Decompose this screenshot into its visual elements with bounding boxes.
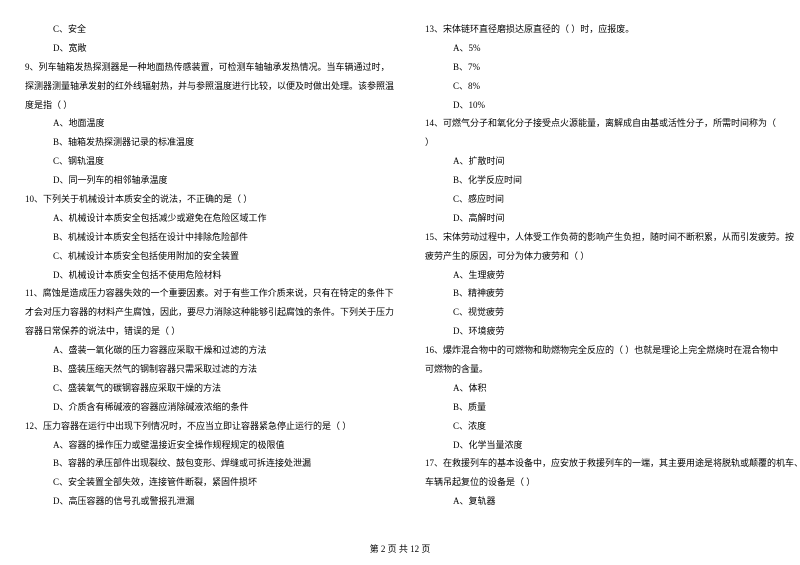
text-line: C、钢轨温度 xyxy=(25,152,375,171)
text-line: 9、列车轴箱发热探测器是一种地面热传感装置，可检测车轴轴承发热情况。当车辆通过时… xyxy=(25,58,375,77)
text-line: 才会对压力容器的材料产生腐蚀，因此，要尽力消除这种能够引起腐蚀的条件。下列关于压… xyxy=(25,303,375,322)
text-line: C、感应时间 xyxy=(425,190,775,209)
text-line: 度是指（ ） xyxy=(25,96,375,115)
left-column: C、安全D、宽敞9、列车轴箱发热探测器是一种地面热传感装置，可检测车轴轴承发热情… xyxy=(0,0,400,565)
text-line: 15、宋体劳动过程中，人体受工作负荷的影响产生负担，随时间不断积累，从而引发疲劳… xyxy=(425,228,775,247)
text-line: A、机械设计本质安全包括减少或避免在危险区域工作 xyxy=(25,209,375,228)
text-line: D、高解时间 xyxy=(425,209,775,228)
text-line: 17、在救援列车的基本设备中，应安放于救援列车的一端，其主要用途是将脱轨或颠覆的… xyxy=(425,454,775,473)
text-line: B、7% xyxy=(425,58,775,77)
text-line: A、生理疲劳 xyxy=(425,266,775,285)
text-line: C、浓度 xyxy=(425,417,775,436)
text-line: 容器日常保养的说法中，错误的是（ ） xyxy=(25,322,375,341)
text-line: B、轴箱发热探测器记录的标准温度 xyxy=(25,133,375,152)
text-line: D、化学当量浓度 xyxy=(425,436,775,455)
text-line: B、容器的承压部件出现裂纹、鼓包变形、焊缝或可拆连接处泄漏 xyxy=(25,454,375,473)
text-line: C、安全装置全部失效，连接管件断裂，紧固件损坏 xyxy=(25,473,375,492)
text-line: A、地面温度 xyxy=(25,114,375,133)
text-line: B、盛装压缩天然气的钢制容器只需采取过滤的方法 xyxy=(25,360,375,379)
text-line: C、机械设计本质安全包括使用附加的安全装置 xyxy=(25,247,375,266)
text-line: 探测器测量轴承发射的红外线辐射热，并与参照温度进行比较，以便及时做出处理。该参照… xyxy=(25,77,375,96)
text-line: C、盛装氧气的碳钢容器应采取干燥的方法 xyxy=(25,379,375,398)
text-line: D、同一列车的相邻轴承温度 xyxy=(25,171,375,190)
text-line: D、机械设计本质安全包括不使用危险材料 xyxy=(25,266,375,285)
text-line: B、精神疲劳 xyxy=(425,284,775,303)
text-line: 车辆吊起复位的设备是（ ） xyxy=(425,473,775,492)
text-line: ） xyxy=(425,133,775,152)
text-line: D、介质含有稀碱液的容器应消除碱液浓缩的条件 xyxy=(25,398,375,417)
text-line: C、安全 xyxy=(25,20,375,39)
text-line: A、容器的操作压力或壁温接近安全操作规程规定的极限值 xyxy=(25,436,375,455)
text-line: A、复轨器 xyxy=(425,492,775,511)
text-line: A、盛装一氧化碳的压力容器应采取干燥和过滤的方法 xyxy=(25,341,375,360)
text-line: C、视觉疲劳 xyxy=(425,303,775,322)
text-line: 16、爆炸混合物中的可燃物和助燃物完全反应的（ ）也就是理论上完全燃烧时在混合物… xyxy=(425,341,775,360)
text-line: 14、可燃气分子和氧化分子接受点火源能量，离解成自由基或活性分子，所需时间称为（ xyxy=(425,114,775,133)
page-footer: 第 2 页 共 12 页 xyxy=(0,542,800,555)
text-line: D、环境疲劳 xyxy=(425,322,775,341)
right-column: 13、宋体链环直径磨损达原直径的（ ）时，应报废。A、5%B、7%C、8%D、1… xyxy=(400,0,800,565)
text-line: A、扩散时间 xyxy=(425,152,775,171)
text-line: B、质量 xyxy=(425,398,775,417)
text-line: B、机械设计本质安全包括在设计中排除危险部件 xyxy=(25,228,375,247)
text-line: B、化学反应时间 xyxy=(425,171,775,190)
text-line: 疲劳产生的原因，可分为体力疲劳和（ ） xyxy=(425,247,775,266)
text-line: D、宽敞 xyxy=(25,39,375,58)
text-line: 可燃物的含量。 xyxy=(425,360,775,379)
text-line: D、10% xyxy=(425,96,775,115)
text-line: 11、腐蚀是造成压力容器失效的一个重要因素。对于有些工作介质来说，只有在特定的条… xyxy=(25,284,375,303)
text-line: C、8% xyxy=(425,77,775,96)
text-line: D、高压容器的信号孔或警报孔泄漏 xyxy=(25,492,375,511)
text-line: 13、宋体链环直径磨损达原直径的（ ）时，应报废。 xyxy=(425,20,775,39)
text-line: A、体积 xyxy=(425,379,775,398)
text-line: A、5% xyxy=(425,39,775,58)
text-line: 12、压力容器在运行中出现下列情况时，不应当立即让容器紧急停止运行的是（ ） xyxy=(25,417,375,436)
text-line: 10、下列关于机械设计本质安全的说法，不正确的是（ ） xyxy=(25,190,375,209)
